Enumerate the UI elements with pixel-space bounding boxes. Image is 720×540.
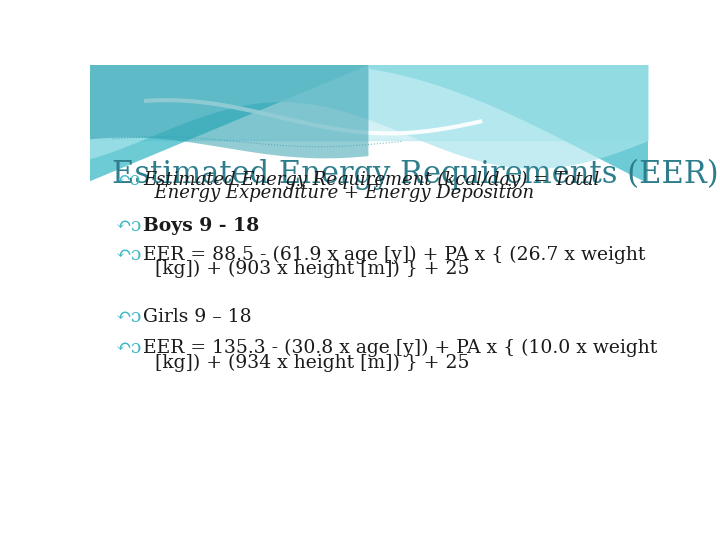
Polygon shape bbox=[90, 44, 648, 183]
Text: EER = 88.5 - (61.9 x age [y]) + PA x { (26.7 x weight: EER = 88.5 - (61.9 x age [y]) + PA x { (… bbox=[143, 246, 645, 264]
Text: ↶ɔ: ↶ɔ bbox=[115, 217, 142, 234]
Text: EER = 135.3 - (30.8 x age [y]) + PA x { (10.0 x weight: EER = 135.3 - (30.8 x age [y]) + PA x { … bbox=[143, 339, 657, 357]
Polygon shape bbox=[90, 44, 369, 158]
Text: Girls 9 – 18: Girls 9 – 18 bbox=[143, 308, 251, 326]
Text: [kg]) + (934 x height [m]) } + 25: [kg]) + (934 x height [m]) } + 25 bbox=[143, 353, 469, 372]
Polygon shape bbox=[90, 44, 648, 168]
Text: Estimated Energy Requirements (EER): Estimated Energy Requirements (EER) bbox=[112, 158, 719, 190]
Text: Boys 9 - 18: Boys 9 - 18 bbox=[143, 217, 259, 234]
Text: ↶ɔ: ↶ɔ bbox=[115, 171, 140, 189]
Text: Energy Expenditure + Energy Deposition: Energy Expenditure + Energy Deposition bbox=[143, 184, 534, 202]
Text: ↶ɔ: ↶ɔ bbox=[115, 339, 142, 357]
Text: Estimated Energy Requirement (kcal/day) = Total: Estimated Energy Requirement (kcal/day) … bbox=[143, 171, 599, 189]
Text: [kg]) + (903 x height [m]) } + 25: [kg]) + (903 x height [m]) } + 25 bbox=[143, 260, 469, 278]
Text: ↶ɔ: ↶ɔ bbox=[115, 308, 142, 326]
Text: ↶ɔ: ↶ɔ bbox=[115, 246, 142, 264]
